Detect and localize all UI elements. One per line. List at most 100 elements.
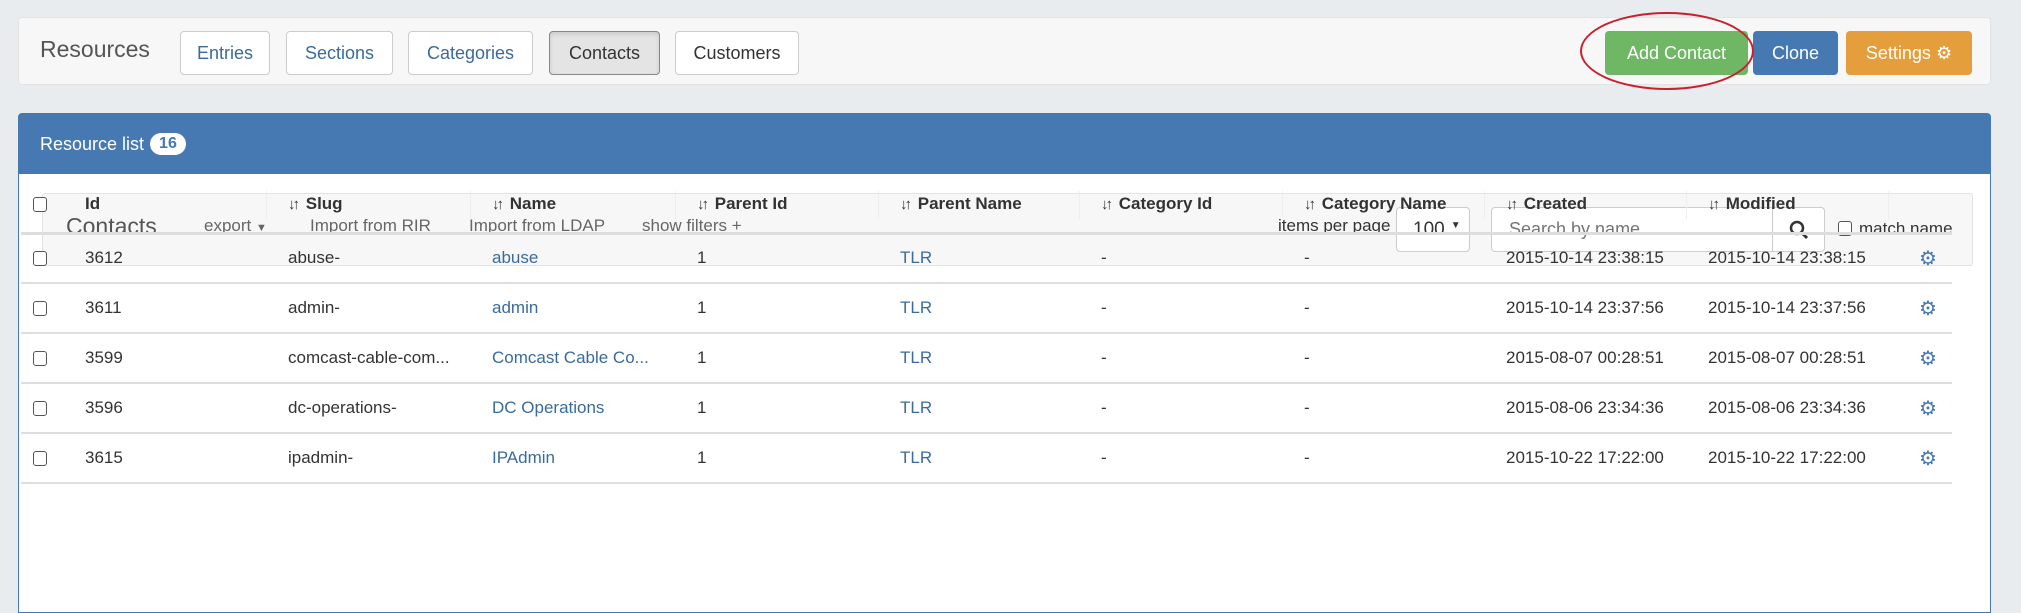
row-checkbox[interactable]: [33, 401, 47, 417]
select-all-cell: [21, 177, 63, 235]
cell-category-id: -: [1079, 233, 1282, 284]
panel-header: Resource list 16: [19, 114, 1990, 174]
clone-button[interactable]: Clone: [1753, 31, 1838, 75]
gear-icon[interactable]: ⚙: [1919, 397, 1937, 420]
cell-slug: ipadmin-: [266, 433, 470, 484]
cell-modified: 2015-10-14 23:38:15: [1686, 233, 1888, 284]
cell-category-name: -: [1282, 283, 1484, 334]
cell-name[interactable]: admin: [470, 283, 675, 334]
modified-value: 2015-10-14 23:37:56: [1708, 298, 1866, 317]
cell-id: 3611: [63, 283, 266, 334]
category-id-value: -: [1101, 298, 1107, 317]
created-value: 2015-10-14 23:37:56: [1506, 298, 1664, 317]
name-link[interactable]: DC Operations: [492, 398, 605, 417]
category-id-value: -: [1101, 348, 1107, 367]
row-select-cell: [21, 333, 63, 384]
parent-name-link[interactable]: TLR: [900, 248, 933, 268]
cell-slug: dc-operations-: [266, 383, 470, 434]
parent-id-value: 1: [697, 348, 707, 367]
cell-id: 3612: [63, 233, 266, 284]
row-checkbox[interactable]: [33, 251, 47, 267]
tab-categories[interactable]: Categories: [408, 31, 533, 75]
name-link[interactable]: Comcast Cable Co...: [492, 348, 649, 367]
col-modified[interactable]: ↓↑ Modified: [1686, 177, 1888, 235]
settings-button[interactable]: Settings ⚙: [1846, 31, 1972, 75]
parent-name-link[interactable]: TLR: [900, 348, 933, 367]
category-id-value: -: [1101, 448, 1107, 467]
table-row: 3615 ipadmin- IPAdmin 1 TLR - - 2015-10-22 17:2…: [21, 433, 1952, 484]
actions-cell: ⚙: [1888, 333, 1952, 384]
tab-contacts[interactable]: Contacts: [549, 31, 660, 75]
cell-parent-id: 1: [675, 383, 878, 434]
cell-name[interactable]: Comcast Cable Co...: [470, 333, 675, 384]
cell-category-name: -: [1282, 233, 1484, 284]
col-slug[interactable]: ↓↑ Slug: [266, 177, 470, 235]
add-contact-button[interactable]: Add Contact: [1605, 31, 1748, 75]
parent-id-value: 1: [697, 448, 707, 467]
cell-category-id: -: [1079, 433, 1282, 484]
row-checkbox[interactable]: [33, 301, 47, 317]
name-link[interactable]: abuse: [492, 248, 539, 268]
cell-parent-name[interactable]: TLR: [878, 283, 1079, 334]
actions-cell: ⚙: [1888, 433, 1952, 484]
cell-modified: 2015-10-22 17:22:00: [1686, 433, 1888, 484]
col-created[interactable]: ↓↑ Created: [1484, 177, 1686, 235]
row-checkbox[interactable]: [33, 451, 47, 467]
parent-id-value: 1: [697, 298, 707, 317]
cell-slug: comcast-cable-com...: [266, 333, 470, 384]
parent-name-link[interactable]: TLR: [900, 398, 933, 417]
cell-parent-id: 1: [675, 433, 878, 484]
cell-name[interactable]: DC Operations: [470, 383, 675, 434]
cell-parent-id: 1: [675, 333, 878, 384]
tab-sections[interactable]: Sections: [286, 31, 393, 75]
parent-name-link[interactable]: TLR: [900, 298, 933, 317]
cell-modified: 2015-10-14 23:37:56: [1686, 283, 1888, 334]
gear-icon[interactable]: ⚙: [1919, 447, 1937, 470]
col-parent-name[interactable]: ↓↑ Parent Name: [878, 177, 1079, 235]
cell-parent-name[interactable]: TLR: [878, 433, 1079, 484]
cell-parent-name[interactable]: TLR: [878, 233, 1079, 284]
gear-icon[interactable]: ⚙: [1919, 247, 1937, 270]
cell-modified: 2015-08-06 23:34:36: [1686, 383, 1888, 434]
category-name-value: -: [1304, 398, 1310, 417]
row-checkbox[interactable]: [33, 351, 47, 367]
sort-icon: ↓↑: [288, 196, 300, 214]
modified-value: 2015-10-14 23:38:15: [1708, 248, 1866, 268]
gear-icon[interactable]: ⚙: [1919, 297, 1937, 320]
cell-created: 2015-08-07 00:28:51: [1484, 333, 1686, 384]
tab-customers[interactable]: Customers: [675, 31, 799, 75]
gear-icon[interactable]: ⚙: [1919, 347, 1937, 370]
parent-name-link[interactable]: TLR: [900, 448, 933, 467]
cell-category-id: -: [1079, 283, 1282, 334]
name-link[interactable]: admin: [492, 298, 539, 317]
resources-topbar: Resources Entries Sections Categories Co…: [18, 17, 1991, 85]
cell-parent-id: 1: [675, 283, 878, 334]
created-value: 2015-10-14 23:38:15: [1506, 248, 1664, 268]
col-label: Category Name: [1321, 194, 1447, 214]
select-all-checkbox[interactable]: [33, 197, 47, 213]
cell-parent-name[interactable]: TLR: [878, 333, 1079, 384]
col-label: Slug: [305, 194, 343, 214]
cell-category-name: -: [1282, 383, 1484, 434]
col-label: Category Id: [1118, 194, 1213, 214]
col-category-name[interactable]: ↓↑ Category Name: [1282, 177, 1484, 235]
col-id[interactable]: Id: [63, 177, 266, 235]
table-row: 3599 comcast-cable-com... Comcast Cable Co…: [21, 333, 1952, 384]
created-value: 2015-10-22 17:22:00: [1506, 448, 1664, 467]
cell-created: 2015-10-14 23:38:15: [1484, 233, 1686, 284]
cell-modified: 2015-08-07 00:28:51: [1686, 333, 1888, 384]
cell-id: 3615: [63, 433, 266, 484]
col-parent-id[interactable]: ↓↑ Parent Id: [675, 177, 878, 235]
name-link[interactable]: IPAdmin: [492, 448, 555, 467]
cell-parent-name[interactable]: TLR: [878, 383, 1079, 434]
tab-entries[interactable]: Entries: [180, 31, 270, 75]
row-select-cell: [21, 433, 63, 484]
cell-name[interactable]: IPAdmin: [470, 433, 675, 484]
id-value: 3599: [85, 348, 123, 367]
col-category-id[interactable]: ↓↑ Category Id: [1079, 177, 1282, 235]
slug-value: dc-operations-: [288, 398, 397, 417]
cell-name[interactable]: abuse: [470, 233, 675, 284]
created-value: 2015-08-06 23:34:36: [1506, 398, 1664, 417]
category-id-value: -: [1101, 248, 1107, 268]
col-name[interactable]: ↓↑ Name: [470, 177, 675, 235]
